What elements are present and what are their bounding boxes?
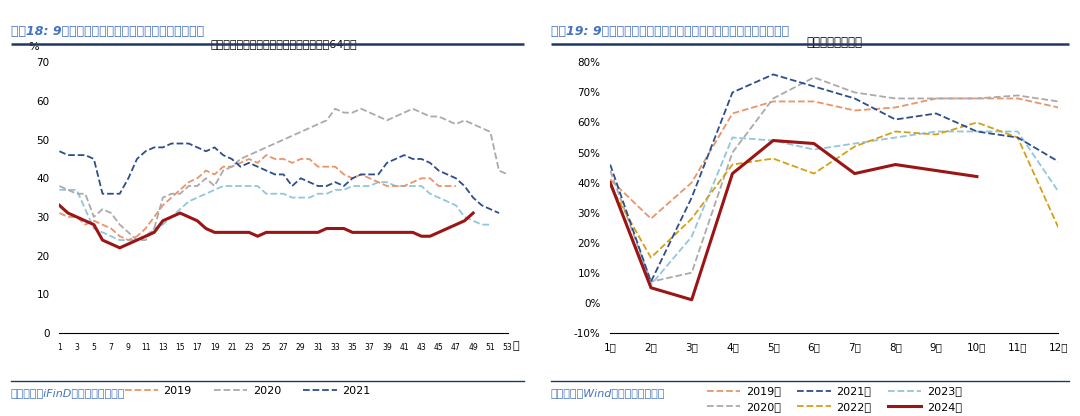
Text: 开工率：石油沥青装置（国内样本企业：64家）: 开工率：石油沥青装置（国内样本企业：64家） [211, 39, 356, 49]
Text: 资料来源：Wind，国盛证券研究所: 资料来源：Wind，国盛证券研究所 [551, 388, 665, 398]
Text: 周: 周 [512, 341, 518, 351]
Legend: 2019, 2020, 2021: 2019, 2020, 2021 [120, 381, 375, 400]
Text: 图表18: 9月以来，石油沥青装置开工率延续低位震荡: 图表18: 9月以来，石油沥青装置开工率延续低位震荡 [11, 25, 204, 38]
Legend: 2019年, 2020年, 2021年, 2022年, 2023年, 2024年: 2019年, 2020年, 2021年, 2022年, 2023年, 2024年 [702, 382, 967, 416]
Text: 资料来源：iFinD，国盛证券研究所: 资料来源：iFinD，国盛证券研究所 [11, 388, 125, 398]
Text: %: % [28, 42, 39, 52]
Text: 水泥：粉磨开工率: 水泥：粉磨开工率 [807, 36, 862, 49]
Text: 图表19: 9月以来，水泥粉磨开工率环比小升、但仍为近年同期最低: 图表19: 9月以来，水泥粉磨开工率环比小升、但仍为近年同期最低 [551, 25, 788, 38]
